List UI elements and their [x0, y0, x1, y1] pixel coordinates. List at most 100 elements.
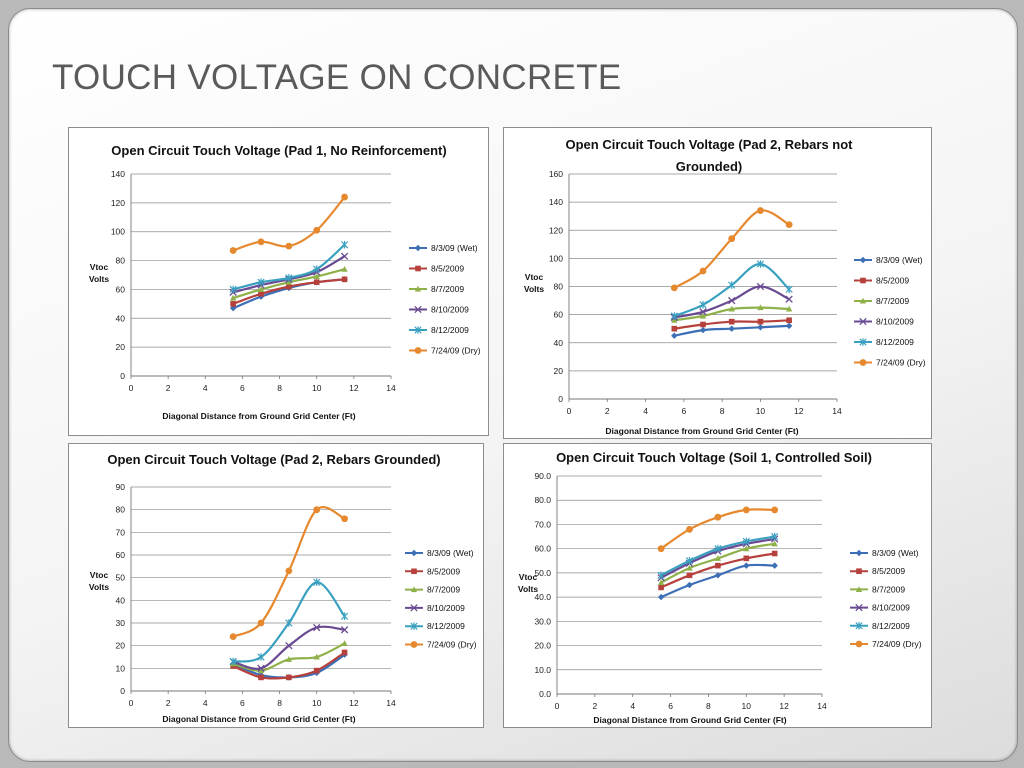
data-point — [671, 285, 678, 292]
data-point — [286, 675, 292, 681]
y-axis-label-line-1: Vtoc — [525, 272, 544, 282]
legend-entry: 8/10/2009 — [409, 305, 469, 315]
data-point — [700, 268, 707, 275]
x-tick-label: 2 — [166, 383, 171, 393]
x-tick-label: 4 — [203, 383, 208, 393]
series-4 — [671, 283, 792, 320]
legend-label: 8/10/2009 — [431, 305, 469, 315]
y-tick-label: 0.0 — [539, 689, 551, 699]
legend-marker — [856, 550, 862, 556]
data-point — [658, 545, 665, 552]
x-tick-label: 8 — [277, 698, 282, 708]
data-point — [341, 253, 347, 259]
y-tick-label: 0 — [558, 394, 563, 404]
x-tick-label: 14 — [386, 383, 396, 393]
legend-marker — [856, 568, 862, 574]
y-tick-label: 20 — [554, 366, 564, 376]
data-point — [230, 633, 237, 640]
legend-marker — [860, 359, 867, 366]
y-tick-label: 60 — [116, 284, 126, 294]
legend-entry: 7/24/09 (Dry) — [409, 346, 481, 356]
legend-entry: 7/24/09 (Dry) — [850, 639, 922, 649]
x-tick-label: 14 — [817, 701, 827, 711]
legend-entry: 8/12/2009 — [850, 621, 910, 631]
data-point — [671, 326, 677, 332]
data-point — [771, 507, 778, 514]
data-point — [687, 573, 693, 579]
data-point — [313, 506, 320, 513]
y-tick-label: 70.0 — [534, 519, 551, 529]
series-line — [674, 210, 789, 288]
series-line — [233, 627, 344, 669]
legend-label: 8/7/2009 — [427, 585, 460, 595]
y-tick-label: 40 — [554, 338, 564, 348]
legend-label: 7/24/09 (Dry) — [431, 346, 481, 356]
y-tick-label: 40 — [116, 595, 126, 605]
data-point — [258, 675, 264, 681]
legend-label: 7/24/09 (Dry) — [876, 358, 926, 368]
data-point — [314, 279, 320, 285]
y-tick-label: 10.0 — [534, 665, 551, 675]
y-tick-label: 20.0 — [534, 641, 551, 651]
y-axis-label-line-1: Vtoc — [519, 572, 538, 582]
data-point — [230, 247, 237, 254]
x-tick-label: 10 — [312, 698, 322, 708]
x-tick-label: 4 — [203, 698, 208, 708]
legend-label: 8/3/09 (Wet) — [427, 548, 474, 558]
legend-label: 8/10/2009 — [876, 317, 914, 327]
chart-title-line-2: Grounded) — [676, 159, 742, 174]
x-tick-label: 10 — [756, 406, 766, 416]
y-tick-label: 80 — [116, 505, 126, 515]
x-tick-label: 12 — [779, 701, 789, 711]
data-point — [786, 221, 793, 228]
legend-entry: 8/7/2009 — [409, 284, 464, 294]
data-point — [342, 650, 348, 656]
x-tick-label: 6 — [681, 406, 686, 416]
data-point — [341, 194, 348, 201]
data-point — [714, 514, 721, 521]
y-tick-label: 60.0 — [534, 544, 551, 554]
data-point — [341, 515, 348, 522]
data-point — [728, 235, 735, 242]
legend-entry: 7/24/09 (Dry) — [405, 640, 477, 650]
x-tick-label: 6 — [240, 698, 245, 708]
data-point — [743, 556, 749, 562]
legend-label: 8/7/2009 — [876, 296, 909, 306]
legend-label: 8/5/2009 — [872, 566, 905, 576]
legend-label: 8/5/2009 — [876, 276, 909, 286]
data-point — [285, 567, 292, 574]
slide-title: TOUCH VOLTAGE ON CONCRETE — [52, 58, 622, 98]
legend-label: 8/12/2009 — [427, 621, 465, 631]
data-point — [758, 319, 764, 325]
y-tick-label: 160 — [549, 169, 563, 179]
y-tick-label: 80 — [554, 282, 564, 292]
data-point — [314, 668, 320, 674]
x-tick-label: 4 — [643, 406, 648, 416]
x-tick-label: 8 — [277, 383, 282, 393]
x-tick-label: 2 — [166, 698, 171, 708]
data-point — [313, 227, 320, 234]
data-point — [743, 562, 749, 568]
y-tick-label: 20 — [116, 342, 126, 352]
x-tick-label: 10 — [742, 701, 752, 711]
chart-title: Open Circuit Touch Voltage (Soil 1, Cont… — [556, 450, 872, 465]
data-point — [341, 640, 347, 646]
x-axis-label: Diagonal Distance from Ground Grid Cente… — [162, 714, 355, 724]
x-tick-label: 10 — [312, 383, 322, 393]
legend-entry: 8/5/2009 — [850, 566, 905, 576]
legend-marker — [411, 550, 417, 556]
x-axis-label: Diagonal Distance from Ground Grid Cente… — [162, 411, 355, 421]
legend-label: 8/5/2009 — [427, 566, 460, 576]
legend-label: 8/12/2009 — [876, 337, 914, 347]
legend-label: 8/5/2009 — [431, 264, 464, 274]
data-point — [786, 323, 792, 329]
data-point — [729, 325, 735, 331]
data-point — [258, 238, 265, 245]
data-point — [786, 317, 792, 323]
y-tick-label: 120 — [549, 225, 563, 235]
series-6 — [671, 207, 793, 291]
legend-marker — [415, 347, 422, 354]
y-tick-label: 30 — [116, 618, 126, 628]
legend-label: 8/10/2009 — [872, 603, 910, 613]
legend-entry: 8/3/09 (Wet) — [409, 243, 478, 253]
